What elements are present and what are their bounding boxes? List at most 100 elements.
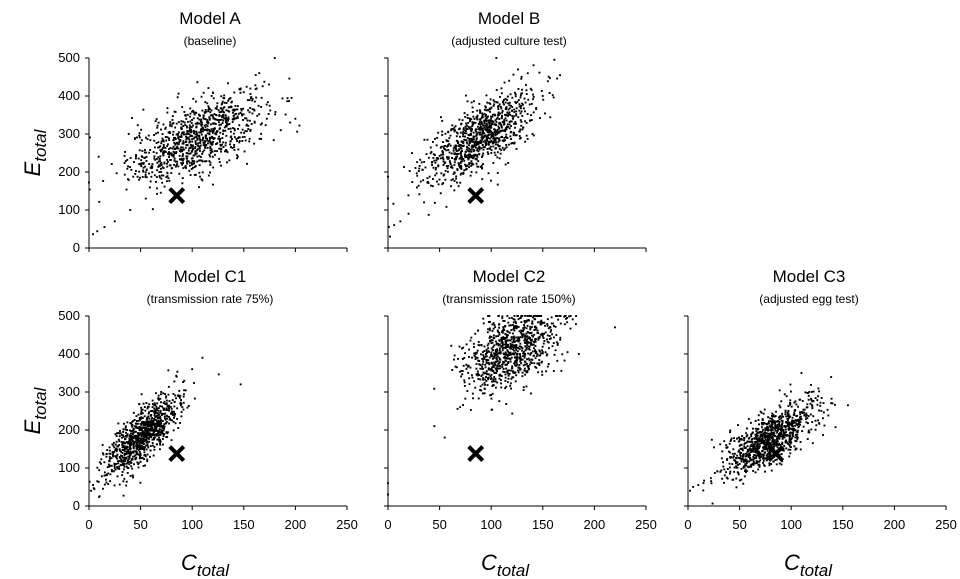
data-point <box>711 502 714 505</box>
data-point <box>513 111 516 113</box>
data-point <box>184 146 187 149</box>
data-point <box>811 405 814 408</box>
data-point <box>208 130 211 133</box>
data-point <box>143 440 146 443</box>
data-point <box>489 145 492 148</box>
data-point <box>144 409 147 412</box>
data-point <box>137 463 140 465</box>
data-point <box>757 445 760 448</box>
data-point <box>467 155 470 158</box>
data-point <box>519 342 522 345</box>
data-point <box>122 441 125 444</box>
data-point <box>800 418 803 421</box>
data-point <box>794 424 797 427</box>
data-point <box>100 462 102 465</box>
data-point <box>199 120 202 122</box>
data-point <box>548 77 551 80</box>
data-point <box>520 105 523 107</box>
data-point <box>113 446 116 449</box>
data-point <box>751 441 754 444</box>
data-point <box>213 150 216 152</box>
data-point <box>140 155 143 158</box>
data-point <box>180 146 183 149</box>
data-point <box>160 177 163 180</box>
data-point <box>166 417 168 420</box>
x-tick-label: 200 <box>884 517 906 532</box>
data-point <box>527 337 530 340</box>
data-point <box>246 162 248 165</box>
data-point <box>447 156 450 159</box>
data-point <box>126 433 129 436</box>
data-point <box>506 363 508 366</box>
data-point <box>776 446 779 449</box>
data-point <box>122 480 125 483</box>
data-point <box>274 111 277 113</box>
data-point <box>528 319 530 322</box>
data-point <box>522 328 525 331</box>
data-point <box>803 408 806 411</box>
data-point <box>212 97 215 100</box>
data-point <box>210 150 213 153</box>
data-point <box>144 165 147 168</box>
data-point <box>142 436 145 439</box>
data-point <box>238 141 241 144</box>
data-point <box>180 411 183 413</box>
data-point <box>726 477 729 480</box>
data-point <box>480 133 483 136</box>
data-point <box>146 430 149 433</box>
data-point <box>141 408 144 411</box>
data-point <box>473 144 476 147</box>
data-point <box>88 181 90 184</box>
data-point <box>506 346 509 348</box>
data-point <box>461 144 464 147</box>
data-point <box>97 480 100 483</box>
x-tick-label: 150 <box>832 517 854 532</box>
data-point <box>507 354 510 357</box>
data-point <box>166 175 169 178</box>
data-point <box>162 438 164 440</box>
data-point <box>540 323 543 326</box>
data-point <box>182 142 185 145</box>
data-point <box>498 400 501 403</box>
data-point <box>819 401 822 404</box>
data-point <box>760 411 763 414</box>
data-point <box>466 156 469 159</box>
data-point <box>524 120 527 123</box>
data-point <box>822 417 824 420</box>
data-point <box>733 437 735 440</box>
data-point <box>822 402 825 404</box>
data-point <box>514 351 517 354</box>
data-point <box>758 465 761 468</box>
data-point <box>110 457 113 460</box>
data-point <box>430 151 433 153</box>
data-point <box>783 436 786 439</box>
data-point <box>445 165 448 167</box>
data-point <box>189 164 191 167</box>
data-point <box>459 135 461 138</box>
data-point <box>162 409 165 411</box>
data-point <box>475 142 478 145</box>
data-point <box>798 423 800 425</box>
data-point <box>186 152 189 155</box>
data-point <box>792 425 795 428</box>
data-point <box>725 444 728 446</box>
data-point <box>151 399 154 402</box>
data-point <box>132 175 135 178</box>
data-point <box>519 336 522 339</box>
data-point <box>505 144 508 146</box>
data-point <box>141 446 144 449</box>
data-point <box>462 346 465 349</box>
data-point <box>490 136 493 139</box>
data-point <box>482 371 485 374</box>
data-point <box>552 342 555 344</box>
data-point <box>762 428 764 431</box>
data-point <box>826 408 829 411</box>
data-point <box>750 450 753 452</box>
data-point <box>789 452 792 455</box>
data-point <box>507 377 510 380</box>
data-point <box>455 175 458 178</box>
data-point <box>179 158 181 161</box>
data-point <box>484 378 487 381</box>
data-point <box>176 163 179 165</box>
data-point <box>462 127 465 130</box>
